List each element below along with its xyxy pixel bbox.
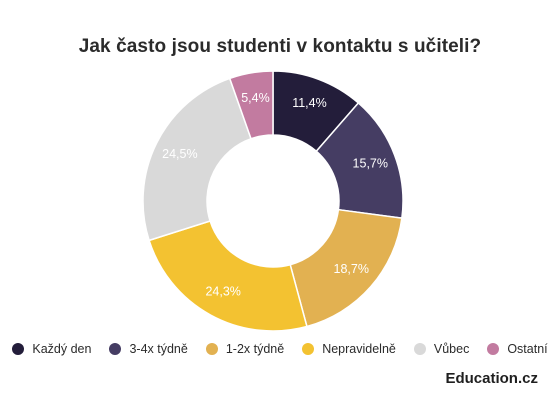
legend-swatch-ostatni	[487, 343, 500, 355]
legend-item-ostatni: Ostatní	[487, 342, 548, 356]
legend-label: Ostatní	[507, 342, 548, 356]
legend-item-kazdy-den: Každý den	[12, 342, 91, 356]
slice-label-vubec: 24,5%	[162, 147, 197, 161]
donut-slices	[142, 70, 404, 332]
legend-swatch-1-2x-tydne	[205, 343, 218, 355]
slice-label-nepravidelne: 24,3%	[205, 285, 240, 299]
legend-item-1-2x-tydne: 1-2x týdně	[205, 342, 285, 356]
slice-ostatni	[228, 70, 274, 140]
legend-label: Vůbec	[433, 342, 470, 356]
slice-label-kazdy-den: 11,4%	[292, 96, 327, 110]
legend-item-nepravidelne: Nepravidelně	[302, 342, 396, 356]
legend-swatch-nepravidelne	[302, 343, 315, 355]
legend-item-3-4x-tydne: 3-4x týdně	[109, 342, 188, 356]
chart-legend: Každý den 3-4x týdně 1-2x týdně Nepravid…	[0, 338, 560, 360]
slice-vubec	[142, 77, 252, 242]
brand-logo: Education.cz	[445, 370, 538, 387]
legend-item-vubec: Vůbec	[413, 342, 470, 356]
legend-label: Každý den	[32, 342, 92, 356]
legend-swatch-kazdy-den	[12, 343, 25, 355]
slice-nepravidelne	[148, 220, 308, 332]
donut-slice-labels: 11,4% 15,7% 18,7% 24,3% 24,5% 5,4%	[162, 91, 388, 299]
legend-label: 3-4x týdně	[129, 342, 188, 356]
brand-name: Education	[445, 370, 518, 387]
legend-label: 1-2x týdně	[225, 342, 285, 356]
legend-swatch-vubec	[413, 343, 426, 355]
slice-label-3-4x-tydne: 15,7%	[353, 157, 388, 171]
chart-title: Jak často jsou studenti v kontaktu s uči…	[78, 36, 482, 57]
brand-suffix: .cz	[517, 370, 538, 387]
slice-label-ostatni: 5,4%	[241, 91, 270, 105]
slice-label-1-2x-tydne: 18,7%	[334, 262, 369, 276]
legend-swatch-3-4x-tydne	[109, 343, 122, 355]
slice-1-2x-tydne	[289, 208, 403, 328]
legend-label: Nepravidelně	[322, 342, 396, 356]
